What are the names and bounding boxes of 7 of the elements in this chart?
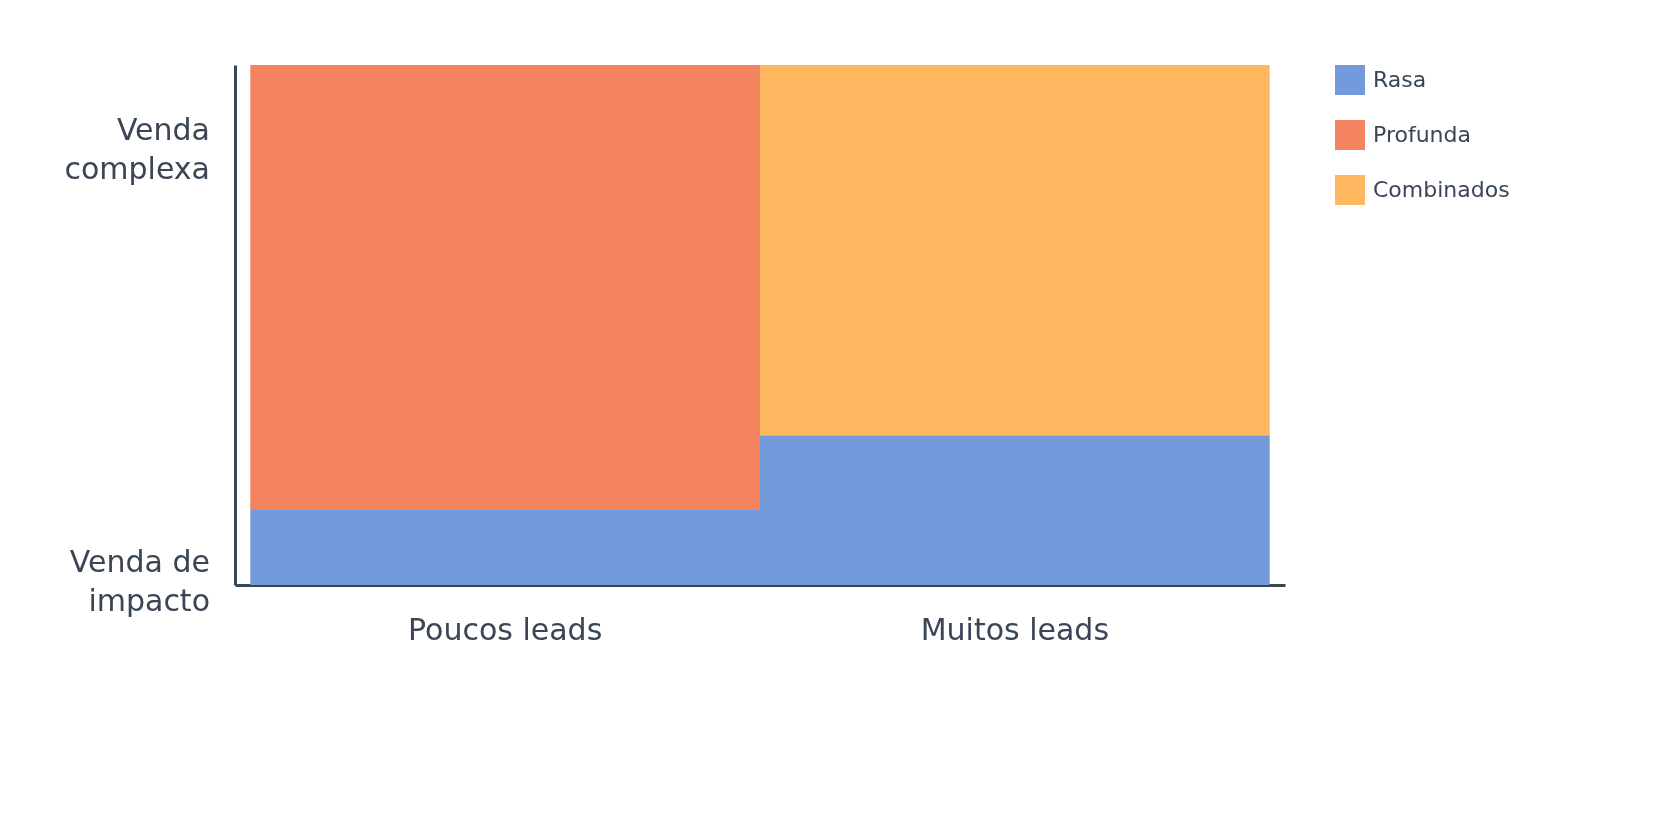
legend-label: Rasa: [1373, 67, 1427, 92]
legend-label: Profunda: [1373, 122, 1471, 147]
text: Venda complexa: [63, 111, 210, 188]
text: Venda de impacto: [68, 543, 210, 620]
x-tick-label: Muitos leads: [920, 611, 1110, 647]
x-tick-label: Poucos leads: [408, 611, 603, 647]
legend-label: Combinados: [1373, 177, 1510, 202]
